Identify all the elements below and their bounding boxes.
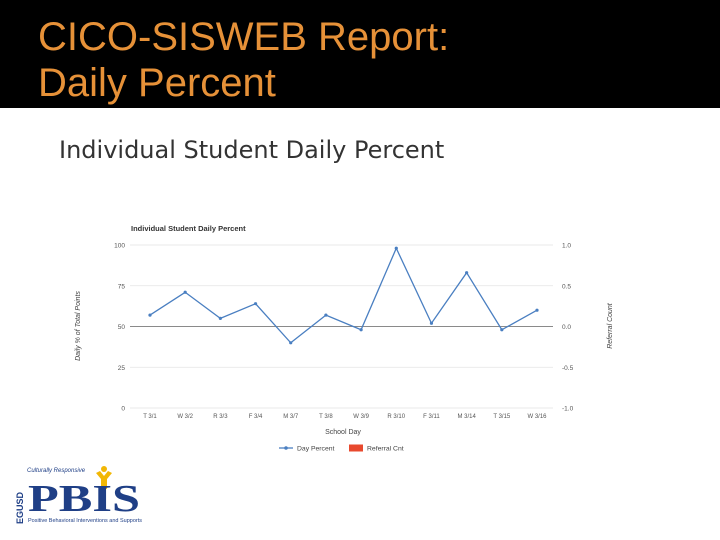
logo-main-text: PBIS [28, 478, 140, 520]
x-tick-label: T 3/8 [319, 414, 333, 420]
data-point [324, 313, 328, 317]
data-point [429, 321, 434, 325]
logo-figure-icon [96, 466, 112, 489]
data-point [394, 246, 398, 250]
plot-area: 0 25 50 75 100 -1.0 -0.5 0.0 0.5 1.0 T 3/1 W 3/2 R… [114, 243, 573, 421]
y2-tick-label: 0.5 [562, 283, 571, 290]
slide-title: CICO-SISWEB Report: Daily Percent [38, 14, 449, 106]
slide-title-line-2: Daily Percent [38, 61, 276, 105]
x-tick-label: R 3/3 [213, 414, 228, 420]
pbis-logo: EGUSD Culturally Responsive PBIS Positiv… [15, 466, 143, 525]
data-point [148, 313, 152, 317]
chart-title: Individual Student Daily Percent [131, 224, 246, 233]
x-tick-label: R 3/10 [387, 414, 405, 420]
x-tick-label: T 3/1 [143, 414, 157, 420]
data-point [218, 316, 222, 320]
logo-top-text: Culturally Responsive [27, 468, 86, 474]
data-point [289, 341, 293, 345]
x-tick-label: W 3/16 [527, 414, 547, 420]
series-line-day-percent [149, 246, 538, 344]
y-tick-label: 50 [118, 324, 126, 331]
y2-tick-label: -0.5 [562, 365, 574, 372]
x-tick-label: T 3/15 [493, 414, 511, 420]
y-tick-label: 75 [118, 283, 126, 290]
legend-label-day-percent: Day Percent [297, 446, 335, 453]
legend-label-referral-cnt: Referral Cnt [367, 446, 404, 453]
y-tick-label: 0 [121, 406, 125, 413]
y2-axis-label: Referral Count [607, 302, 614, 349]
slide-subtitle: Individual Student Daily Percent [59, 136, 445, 164]
title-bar: CICO-SISWEB Report: Daily Percent [0, 0, 720, 108]
x-tick-label: M 3/14 [457, 414, 476, 420]
data-point [183, 290, 187, 294]
x-axis-ticks: T 3/1 W 3/2 R 3/3 F 3/4 M 3/7 T 3/8 W 3/9 R 3/1… [143, 414, 547, 420]
y-axis-ticks: 0 25 50 75 100 [114, 243, 125, 413]
y2-tick-label: -1.0 [562, 406, 574, 413]
chart-legend: Day Percent Referral Cnt [279, 444, 404, 453]
legend-dot-day-percent [284, 446, 288, 450]
logo-bottom-text: Positive Behavioral Interventions and Su… [28, 518, 143, 524]
data-point [500, 328, 504, 332]
data-point [465, 271, 469, 275]
x-tick-label: F 3/4 [249, 414, 263, 420]
y2-axis-ticks: -1.0 -0.5 0.0 0.5 1.0 [562, 243, 574, 413]
data-point [359, 328, 363, 332]
x-tick-label: M 3/7 [283, 414, 299, 420]
y2-tick-label: 1.0 [562, 243, 571, 250]
y2-tick-label: 0.0 [562, 324, 571, 331]
x-tick-label: F 3/11 [423, 414, 440, 420]
series-points [148, 246, 539, 345]
data-point [535, 308, 539, 312]
x-tick-label: W 3/2 [177, 414, 193, 420]
y-axis-label: Daily % of Total Points [75, 291, 82, 361]
data-point [253, 302, 258, 306]
y-tick-label: 100 [114, 243, 125, 250]
x-axis-label: School Day [325, 429, 361, 436]
x-tick-label: W 3/9 [353, 414, 369, 420]
y-tick-label: 25 [118, 365, 126, 372]
slide-title-line-1: CICO-SISWEB Report: [38, 15, 450, 59]
grid-lines [130, 244, 553, 409]
logo-side-text: EGUSD [15, 492, 25, 525]
legend-swatch-referral-cnt [349, 444, 363, 452]
